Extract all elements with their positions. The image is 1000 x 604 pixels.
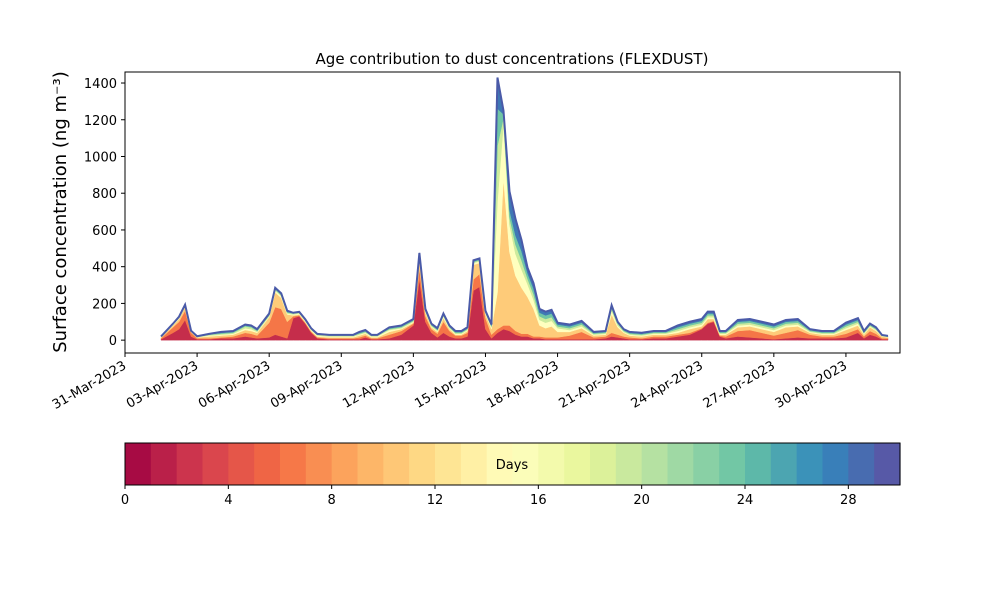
colorbar-tick-label: 24 (737, 493, 754, 508)
colorbar-label: Days (496, 458, 529, 473)
colorbar-bin (125, 443, 152, 485)
chart-title: Age contribution to dust concentrations … (316, 50, 709, 68)
x-tick-label: 06-Apr-2023 (196, 358, 273, 411)
total-outline (160, 77, 889, 338)
x-tick-label: 18-Apr-2023 (484, 358, 561, 411)
colorbar-bin (512, 443, 539, 485)
colorbar-bin (615, 443, 643, 485)
x-tick-label: 09-Apr-2023 (268, 358, 345, 411)
y-tick-label: 1400 (84, 77, 117, 92)
x-tick-label: 12-Apr-2023 (340, 358, 417, 411)
y-tick-label: 200 (92, 297, 117, 312)
x-tick-label: 24-Apr-2023 (629, 358, 706, 411)
y-tick-label: 600 (92, 224, 117, 239)
colorbar-bin (409, 443, 436, 485)
colorbar-bin (435, 443, 462, 485)
colorbar-frame (124, 442, 901, 486)
x-tick-label: 15-Apr-2023 (412, 358, 489, 411)
colorbar-bin (331, 443, 359, 485)
colorbar: 0 4 8 12 16 20 24 28 (121, 442, 901, 508)
colorbar-bin (693, 443, 720, 485)
colorbar-tick-label: 8 (328, 493, 336, 508)
colorbar-tick-label: 12 (427, 493, 444, 508)
y-tick-label: 1200 (84, 114, 117, 129)
y-tick-label: 400 (92, 261, 117, 276)
colorbar-bin (719, 443, 746, 485)
y-tick-label: 800 (92, 187, 117, 202)
colorbar-bin (641, 443, 669, 485)
colorbar-bin (667, 443, 694, 485)
colorbar-bin (486, 443, 514, 485)
colorbar-bin (254, 443, 281, 485)
colorbar-tick-label: 20 (633, 493, 650, 508)
plot-frame (124, 71, 901, 354)
x-tick-label: 03-Apr-2023 (124, 358, 201, 411)
y-axis-label: Surface concentration (ng m⁻³) (50, 71, 71, 353)
colorbar-bin (770, 443, 798, 485)
x-tick-label: 31-Mar-2023 (50, 358, 129, 412)
y-tick-label: 0 (109, 334, 117, 349)
colorbar-bin (460, 443, 488, 485)
colorbar-bin (305, 443, 333, 485)
colorbar-tick-label: 16 (530, 493, 547, 508)
colorbar-bin (822, 443, 849, 485)
colorbar-bin (538, 443, 565, 485)
colorbar-bin (357, 443, 384, 485)
y-tick-label: 1000 (84, 150, 117, 165)
colorbar-bin (280, 443, 307, 485)
stacked-area-layer (160, 77, 889, 341)
colorbar-bin (176, 443, 204, 485)
colorbar-bin (228, 443, 255, 485)
colorbar-bin (383, 443, 410, 485)
colorbar-tick-label: 28 (840, 493, 857, 508)
axes: 0 200 400 600 800 1000 1200 1400 31-Mar-202303-A… (50, 71, 901, 413)
colorbar-bin (874, 443, 901, 485)
colorbar-bin (848, 443, 875, 485)
x-tick-label: 27-Apr-2023 (701, 358, 778, 411)
colorbar-bin (796, 443, 824, 485)
colorbar-bin (745, 443, 772, 485)
x-tick-label: 21-Apr-2023 (557, 358, 634, 411)
colorbar-tick-label: 4 (224, 493, 232, 508)
colorbar-bin (150, 443, 178, 485)
colorbar-bin (564, 443, 591, 485)
colorbar-tick-label: 0 (121, 493, 129, 508)
x-tick-label: 30-Apr-2023 (773, 358, 850, 411)
colorbar-bin (590, 443, 617, 485)
colorbar-bin (202, 443, 229, 485)
